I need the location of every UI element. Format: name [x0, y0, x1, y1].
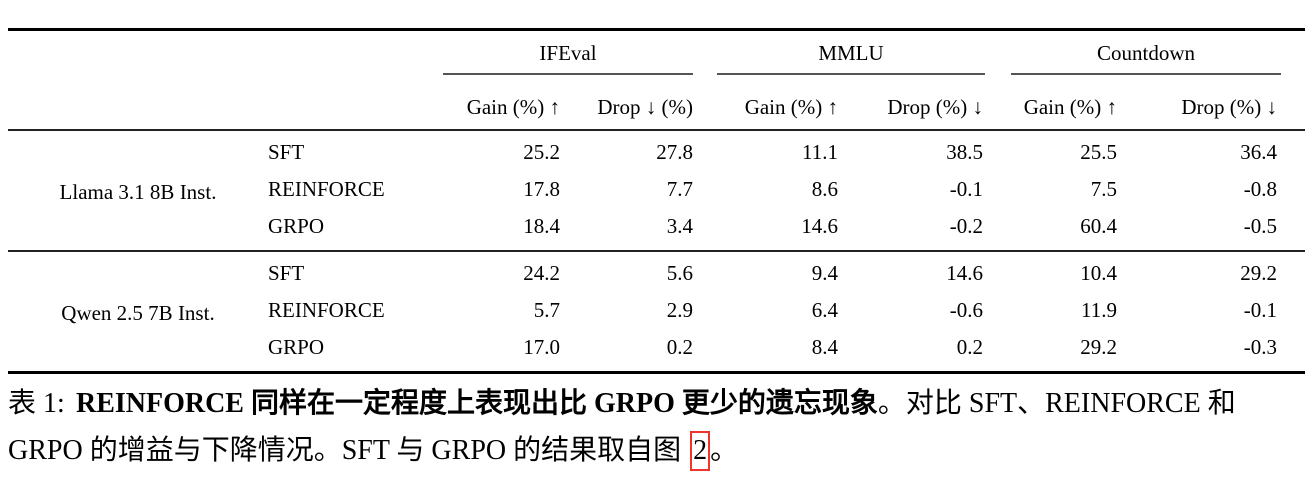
metric-cell: 29.2 — [1117, 250, 1306, 292]
method-cell: REINFORCE — [268, 298, 385, 322]
metric-cell: 24.2 — [443, 250, 560, 292]
metric-cell: -0.1 — [949, 177, 983, 201]
metric-cell: 10.4 — [983, 250, 1117, 292]
metric-cell: 14.6 — [801, 214, 838, 238]
col-header-ifeval-drop: Drop ↓ (%) — [560, 75, 693, 131]
method-cell: GRPO — [268, 214, 325, 238]
table-row: Qwen 2.5 7B Inst. SFT 24.2 5.6 9.4 14.6 … — [8, 250, 1306, 373]
metric-cell: 9.4 — [693, 250, 838, 292]
col-header-mmlu-gain: Gain (%) ↑ — [693, 75, 838, 131]
caption-text-1: 。对比 SFT、 — [877, 388, 1046, 419]
group-header-countdown: Countdown — [983, 30, 1305, 75]
metric-cell: 25.2 — [523, 140, 560, 164]
metric-cell: 3.4 — [666, 214, 693, 238]
figure-reference-link[interactable]: 2 — [690, 431, 711, 471]
cmidrule-ifeval: IFEval — [443, 41, 693, 75]
method-cell: SFT — [268, 140, 305, 164]
col-header-countdown-gain: Gain (%) ↑ — [983, 75, 1117, 131]
group-header-spacer — [8, 30, 443, 76]
caption-label: 表 1: — [8, 388, 65, 419]
caption-text-end: 。 — [710, 435, 739, 466]
model-cell: Qwen 2.5 7B Inst. — [8, 250, 268, 373]
section-qwen: Qwen 2.5 7B Inst. SFT 24.2 5.6 9.4 14.6 … — [8, 250, 1306, 373]
metric-cell: 8.4 — [811, 335, 838, 359]
group-label-mmlu: MMLU — [818, 41, 884, 65]
col-header-countdown-drop: Drop (%) ↓ — [1117, 75, 1306, 131]
table-row: REINFORCE 17.8 7.7 8.6 -0.1 7.5 -0.8 — [8, 171, 1305, 208]
cmidrule-mmlu: MMLU — [717, 41, 985, 75]
metric-cell: 18.4 — [523, 214, 560, 238]
method-cell: SFT — [268, 250, 443, 292]
group-header-ifeval: IFEval — [443, 30, 693, 75]
metric-cell: 11.9 — [1081, 298, 1117, 322]
metric-cell: -0.5 — [1243, 214, 1278, 238]
model-cell: Llama 3.1 8B Inst. — [59, 179, 217, 204]
metric-cell: 36.4 — [1240, 140, 1278, 164]
metric-cell: 7.5 — [1090, 177, 1117, 201]
metric-cell: 17.8 — [523, 177, 560, 201]
group-label-ifeval: IFEval — [539, 41, 597, 65]
metric-cell: 60.4 — [1080, 214, 1117, 238]
subheader-spacer — [8, 75, 443, 131]
metric-cell: 17.0 — [523, 335, 560, 359]
caption-text-2: REINFORCE 和 GRPO 的增益与下降情况。SFT 与 GRPO 的结果… — [8, 388, 1236, 466]
metric-cell: -0.6 — [949, 298, 983, 322]
metric-cell: 38.5 — [946, 140, 983, 164]
metric-cell: -0.2 — [949, 214, 983, 238]
method-cell: GRPO — [268, 335, 325, 359]
col-header-mmlu-drop: Drop (%) ↓ — [838, 75, 983, 131]
section-llama: Llama 3.1 8B Inst. SFT 25.2 27.8 11.1 38… — [8, 130, 1305, 251]
table-row: GRPO 17.0 0.2 8.4 0.2 29.2 -0.3 — [8, 329, 1305, 373]
metric-cell: 0.2 — [956, 335, 983, 359]
metric-cell: 14.6 — [838, 250, 983, 292]
table-row: REINFORCE 5.7 2.9 6.4 -0.6 11.9 -0.1 — [8, 292, 1305, 329]
group-header-row: IFEval MMLU Countdown — [8, 30, 1305, 76]
table-caption: 表 1: REINFORCE 同样在一定程度上表现出比 GRPO 更少的遗忘现象。… — [8, 380, 1308, 474]
metric-cell: 7.7 — [666, 177, 693, 201]
metric-cell: 2.9 — [666, 298, 693, 322]
metric-cell: 5.7 — [533, 298, 560, 322]
metric-cell: 27.8 — [656, 140, 693, 164]
metric-cell: 5.6 — [560, 250, 693, 292]
metric-cell: -0.8 — [1243, 177, 1278, 201]
group-label-countdown: Countdown — [1097, 41, 1196, 65]
cmidrule-countdown: Countdown — [1011, 41, 1282, 75]
col-header-ifeval-gain: Gain (%) ↑ — [443, 75, 560, 131]
group-header-mmlu: MMLU — [693, 30, 985, 75]
metric-cell: 29.2 — [1080, 335, 1117, 359]
metric-cell: 0.2 — [666, 335, 693, 359]
caption-emphasis: REINFORCE 同样在一定程度上表现出比 GRPO 更少的遗忘现象 — [75, 388, 878, 419]
table-row: Llama 3.1 8B Inst. SFT 25.2 27.8 11.1 38… — [8, 130, 1305, 204]
metric-cell: 8.6 — [811, 177, 838, 201]
metric-cell: -0.1 — [1243, 298, 1278, 322]
metric-cell: -0.3 — [1243, 335, 1278, 359]
subheader-row: Gain (%) ↑ Drop ↓ (%) Gain (%) ↑ Drop (%… — [8, 75, 1306, 131]
metric-cell: 25.5 — [1080, 140, 1117, 164]
metric-cell: 11.1 — [802, 140, 838, 164]
results-table: IFEval MMLU Countdown Gain (%) ↑ Drop — [8, 28, 1306, 374]
metric-cell: 6.4 — [811, 298, 838, 322]
method-cell: REINFORCE — [268, 177, 385, 201]
table-row: GRPO 18.4 3.4 14.6 -0.2 60.4 -0.5 — [8, 208, 1305, 251]
